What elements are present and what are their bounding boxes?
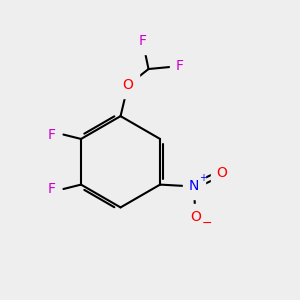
Text: O: O bbox=[217, 166, 227, 180]
Text: O: O bbox=[190, 210, 201, 224]
Text: F: F bbox=[48, 182, 56, 196]
Text: O: O bbox=[122, 78, 134, 92]
Text: F: F bbox=[139, 34, 147, 48]
Text: −: − bbox=[201, 217, 212, 230]
Text: F: F bbox=[176, 59, 183, 73]
Text: F: F bbox=[48, 128, 56, 142]
Text: N: N bbox=[189, 179, 199, 193]
Text: +: + bbox=[200, 173, 207, 183]
